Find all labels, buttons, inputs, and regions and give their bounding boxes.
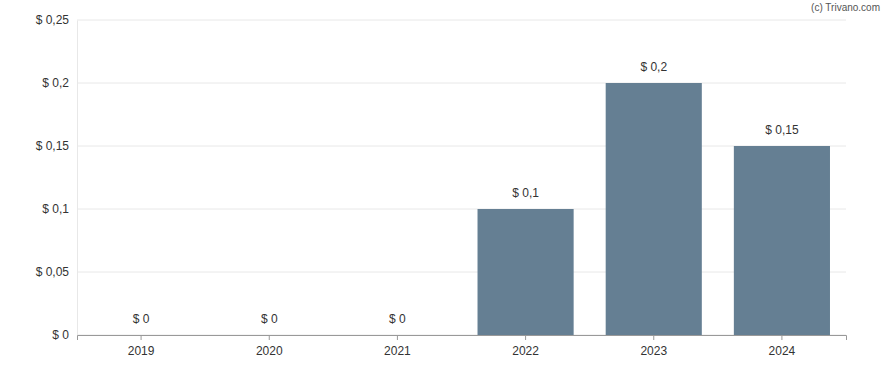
x-tick-mark (397, 335, 398, 340)
data-label: $ 0 (389, 312, 406, 326)
y-tick: $ 0,05 (36, 265, 77, 279)
x-tick-mark (781, 335, 782, 340)
x-tick: 2021 (384, 335, 411, 358)
y-tick: $ 0,15 (36, 139, 77, 153)
x-tick-label: 2019 (128, 344, 155, 358)
x-tick-mark (525, 335, 526, 340)
data-labels: $ 0 $ 0 $ 0 $ 0,1 $ 0,2 $ 0,15 (133, 60, 799, 326)
x-tick-mark (653, 335, 654, 340)
y-tick-label: $ 0,05 (36, 265, 70, 279)
y-axis: $ 0 $ 0,05 $ 0,1 $ 0,15 $ 0,2 $ 0,25 (36, 13, 78, 342)
x-axis: 2019 2020 2021 2022 2023 2024 (78, 335, 847, 358)
grid-line (77, 146, 846, 147)
grid-line (77, 83, 846, 84)
bar (606, 83, 702, 335)
chart: $ 0$ 0,05$ 0,1$ 0,15$ 0,2$ 0,25201920202… (0, 0, 888, 370)
grid (77, 20, 846, 335)
bar (93, 335, 189, 336)
y-tick: $ 0 (52, 328, 77, 342)
bars (478, 83, 830, 335)
bar (734, 146, 830, 335)
grid-line (77, 272, 846, 273)
data-label: $ 0,1 (512, 186, 539, 200)
data-label: $ 0,2 (640, 60, 667, 74)
x-tick-mark (269, 335, 270, 340)
x-tick: 2019 (128, 335, 155, 358)
y-tick-label: $ 0 (52, 328, 69, 342)
x-tick: 2023 (640, 335, 667, 358)
annotation: (c) Trivano.com (811, 2, 880, 13)
bar (478, 209, 574, 335)
y-tick-label: $ 0,1 (42, 202, 69, 216)
x-tick-label: 2022 (512, 344, 539, 358)
x-tick-label: 2021 (384, 344, 411, 358)
y-tick-label: $ 0,15 (36, 139, 70, 153)
bar (221, 335, 317, 336)
y-tick-label: $ 0,2 (42, 76, 69, 90)
data-label: $ 0 (261, 312, 278, 326)
y-tick-label: $ 0,25 (36, 13, 70, 27)
plot: $ 0$ 0,05$ 0,1$ 0,15$ 0,2$ 0,25201920202… (36, 13, 847, 357)
y-tick: $ 0,2 (42, 76, 77, 90)
x-tick: 2024 (769, 335, 796, 358)
grid-line (77, 209, 846, 210)
data-label: $ 0 (133, 312, 150, 326)
x-tick: 2020 (256, 335, 283, 358)
x-axis-line (78, 336, 847, 341)
x-tick-label: 2024 (769, 344, 796, 358)
y-tick: $ 0,25 (36, 13, 77, 27)
bar (349, 335, 445, 336)
grid-line (77, 20, 846, 21)
x-tick: 2022 (512, 335, 539, 358)
x-tick-label: 2020 (256, 344, 283, 358)
x-tick-label: 2023 (640, 344, 667, 358)
y-tick: $ 0,1 (42, 202, 77, 216)
x-tick-mark (141, 335, 142, 340)
y-axis-line (77, 21, 78, 336)
data-label: $ 0,15 (765, 123, 799, 137)
